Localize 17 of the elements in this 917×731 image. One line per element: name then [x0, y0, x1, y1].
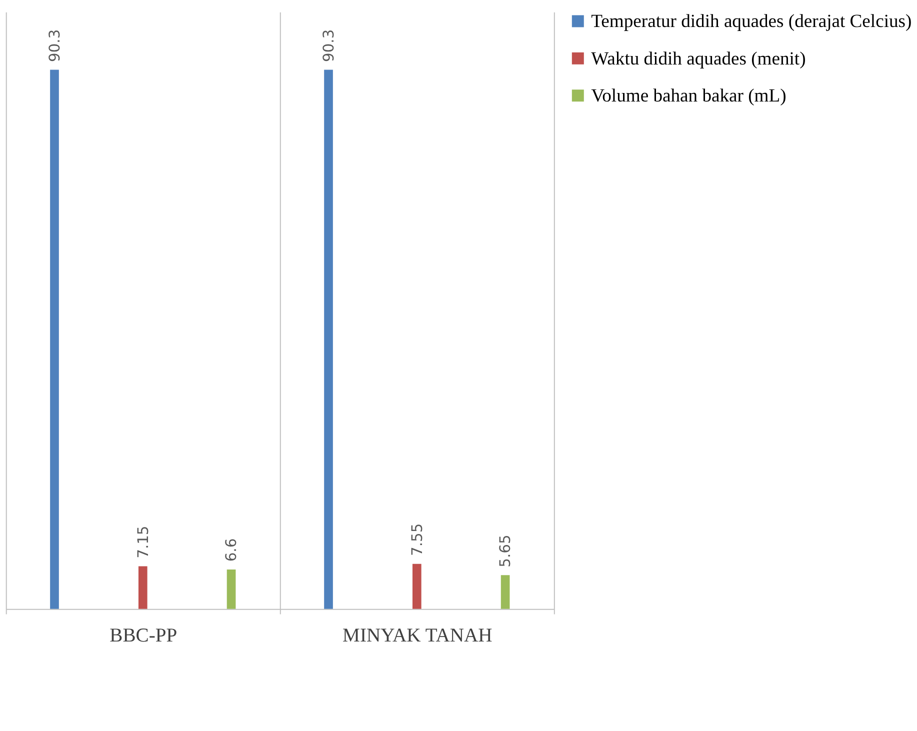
bar [138, 566, 148, 609]
data-label: 7.55 [408, 523, 426, 556]
legend-label: Temperatur didih aquades (derajat Celcius) [591, 11, 912, 32]
legend-label: Waktu didih aquades (menit) [591, 48, 806, 70]
bar [324, 70, 333, 609]
x-tick-label: MINYAK TANAH [342, 626, 492, 647]
data-label: 5.65 [497, 534, 514, 568]
data-label: 6.6 [223, 538, 240, 562]
data-label: 90.3 [320, 29, 338, 62]
bar [226, 569, 236, 609]
bar [412, 564, 422, 609]
bar [500, 575, 510, 609]
bar [50, 70, 59, 609]
x-tick-label: BBC-PP [110, 626, 178, 647]
data-label: 7.15 [134, 526, 152, 558]
data-label: 90.3 [46, 29, 64, 62]
legend-label: Volume bahan bakar (mL) [591, 85, 786, 106]
